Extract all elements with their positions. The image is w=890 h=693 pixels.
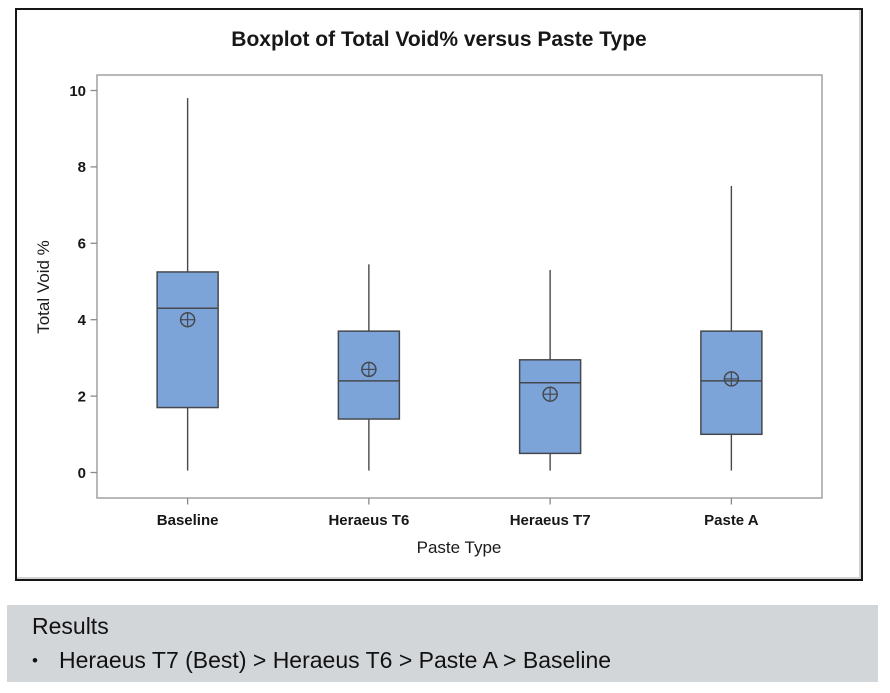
y-tick-label: 4: [78, 312, 87, 329]
x-category-label: Baseline: [157, 512, 219, 529]
x-category-label: Paste A: [704, 512, 759, 529]
mean-marker: [542, 386, 558, 402]
x-axis-title: Paste Type: [416, 538, 502, 557]
boxplot-figure: Boxplot of Total Void% versus Paste Type…: [15, 8, 863, 581]
box-baseline: [156, 98, 219, 471]
iqr-box: [518, 359, 582, 455]
y-tick-label: 10: [69, 83, 86, 100]
mean-marker: [361, 361, 377, 378]
chart-title: Boxplot of Total Void% versus Paste Type: [231, 28, 647, 51]
box-paste-a: [700, 186, 763, 471]
bullet-icon: •: [32, 651, 38, 670]
y-tick-label: 2: [78, 388, 86, 405]
results-heading: Results: [32, 613, 109, 639]
y-tick-label: 8: [78, 159, 86, 176]
y-tick-label: 0: [78, 465, 86, 482]
box-heraeus-t6: [337, 264, 401, 471]
mean-marker: [179, 311, 196, 328]
mean-marker: [723, 371, 740, 387]
iqr-box: [156, 271, 219, 409]
x-category-label: Heraeus T7: [510, 512, 591, 529]
results-bullet-item: • Heraeus T7 (Best) > Heraeus T6 > Paste…: [32, 644, 868, 677]
boxplot-canvas: 0 2 4 6 8 10 Baseline Heraeus T6 Heraeus T7 Paste…: [69, 74, 823, 529]
results-bullet-text: Heraeus T7 (Best) > Heraeus T6 > Paste A…: [59, 647, 612, 673]
box-heraeus-t7: [518, 270, 582, 471]
y-axis-title: Total Void %: [34, 240, 53, 334]
results-panel: Results • Heraeus T7 (Best) > Heraeus T6…: [7, 605, 878, 682]
y-tick-label: 6: [78, 236, 86, 253]
x-category-label: Heraeus T6: [328, 512, 409, 529]
